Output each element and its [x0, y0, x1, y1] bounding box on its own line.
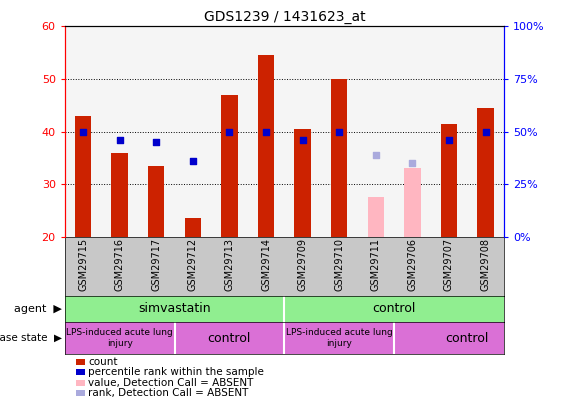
Text: control: control: [372, 302, 416, 315]
Point: [372, 152, 381, 158]
Bar: [368, 198, 384, 237]
Text: GSM29714: GSM29714: [261, 238, 271, 291]
Text: control: control: [208, 332, 251, 345]
Text: control: control: [445, 332, 489, 345]
Bar: [441, 124, 457, 237]
Text: count: count: [88, 357, 118, 367]
Point: [408, 160, 417, 166]
Bar: [111, 153, 128, 237]
Text: GSM29715: GSM29715: [78, 238, 88, 291]
Title: GDS1239 / 1431623_at: GDS1239 / 1431623_at: [203, 10, 365, 24]
Text: GSM29709: GSM29709: [298, 238, 307, 291]
Text: GSM29717: GSM29717: [151, 238, 161, 291]
Text: GSM29711: GSM29711: [371, 238, 381, 291]
Text: GSM29707: GSM29707: [444, 238, 454, 291]
Bar: [75, 116, 91, 237]
Point: [261, 128, 270, 135]
Text: GSM29708: GSM29708: [481, 238, 490, 291]
Bar: [185, 219, 201, 237]
Text: value, Detection Call = ABSENT: value, Detection Call = ABSENT: [88, 378, 254, 388]
Text: GSM29706: GSM29706: [408, 238, 417, 291]
Point: [79, 128, 88, 135]
Text: LPS-induced acute lung
injury: LPS-induced acute lung injury: [286, 328, 392, 348]
Bar: [258, 55, 274, 237]
Text: GSM29716: GSM29716: [115, 238, 124, 291]
Text: GSM29713: GSM29713: [225, 238, 234, 291]
Point: [188, 158, 197, 164]
Point: [445, 136, 454, 143]
Bar: [404, 168, 421, 237]
Text: disease state  ▶: disease state ▶: [0, 333, 62, 343]
Text: rank, Detection Call = ABSENT: rank, Detection Call = ABSENT: [88, 388, 249, 398]
Point: [225, 128, 234, 135]
Point: [115, 136, 124, 143]
Text: LPS-induced acute lung
injury: LPS-induced acute lung injury: [66, 328, 173, 348]
Text: GSM29710: GSM29710: [334, 238, 344, 291]
Point: [334, 128, 343, 135]
Text: simvastatin: simvastatin: [138, 302, 211, 315]
Text: GSM29712: GSM29712: [188, 238, 198, 291]
Point: [152, 139, 161, 145]
Bar: [294, 129, 311, 237]
Text: agent  ▶: agent ▶: [14, 304, 62, 314]
Bar: [221, 95, 238, 237]
Bar: [331, 79, 347, 237]
Text: percentile rank within the sample: percentile rank within the sample: [88, 367, 264, 377]
Point: [298, 136, 307, 143]
Point: [481, 128, 490, 135]
Bar: [148, 166, 164, 237]
Bar: [477, 108, 494, 237]
